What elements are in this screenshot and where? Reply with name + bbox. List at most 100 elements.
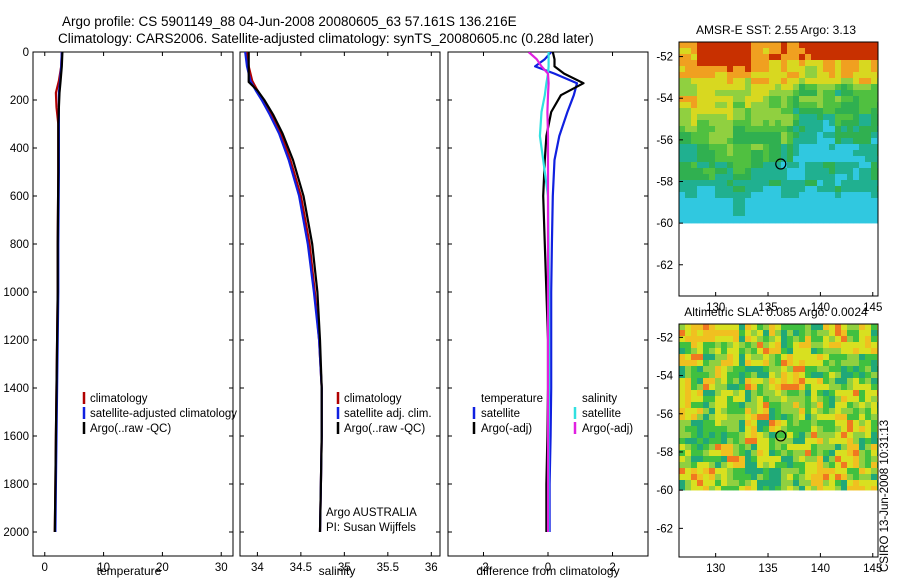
- map-cell: [811, 372, 818, 379]
- map-cell: [835, 378, 842, 385]
- map-cell: [727, 96, 734, 103]
- map-cell: [733, 402, 740, 409]
- map-cell: [769, 444, 776, 451]
- map-cell: [751, 360, 758, 367]
- map-cell: [829, 372, 836, 379]
- map-cell: [793, 78, 800, 85]
- map-cell: [703, 186, 710, 193]
- map-cell: [775, 42, 782, 49]
- map-cell: [847, 48, 854, 55]
- map-cell: [787, 438, 794, 445]
- map-cell: [775, 150, 782, 157]
- map-cell: [781, 474, 788, 481]
- map-cell: [835, 198, 842, 205]
- map-cell: [679, 324, 686, 331]
- map-cell: [847, 444, 854, 451]
- map-cell: [829, 420, 836, 427]
- map-cell: [847, 396, 854, 403]
- map-cell: [691, 378, 698, 385]
- map-cell: [865, 378, 872, 385]
- map-cell: [733, 444, 740, 451]
- map-cell: [691, 90, 698, 97]
- map-cell: [715, 54, 722, 61]
- map-cell: [751, 486, 758, 491]
- map-cell: [835, 360, 842, 367]
- map-cell: [685, 426, 692, 433]
- map-cell: [811, 156, 818, 163]
- map-cell: [853, 450, 860, 457]
- map-cell: [799, 336, 806, 343]
- map-cell: [841, 222, 848, 224]
- map-cell: [739, 78, 746, 85]
- map-cell: [757, 486, 764, 491]
- map-cell: [799, 468, 806, 475]
- map-cell: [805, 150, 812, 157]
- map-cell: [769, 90, 776, 97]
- map-cell: [691, 402, 698, 409]
- map-cell: [841, 192, 848, 199]
- map-cell: [829, 468, 836, 475]
- map-cell: [829, 480, 836, 487]
- map-cell: [769, 96, 776, 103]
- map-cell: [817, 474, 824, 481]
- map-cell: [751, 186, 758, 193]
- map-cell: [763, 114, 770, 121]
- map-cell: [859, 48, 866, 55]
- map-cell: [871, 216, 878, 223]
- map-cell: [865, 120, 872, 127]
- map-cell: [745, 438, 752, 445]
- map-cell: [847, 390, 854, 397]
- map-cell: [685, 42, 692, 49]
- map-cell: [781, 204, 788, 211]
- map-cell: [745, 384, 752, 391]
- map-cell: [823, 426, 830, 433]
- map-cell: [859, 372, 866, 379]
- map-cell: [733, 204, 740, 211]
- map-cell: [871, 66, 878, 73]
- map-cell: [697, 372, 704, 379]
- map-cell: [697, 480, 704, 487]
- map-cell: [775, 330, 782, 337]
- map-cell: [853, 126, 860, 133]
- map-cell: [859, 126, 866, 133]
- map-cell: [703, 378, 710, 385]
- map-cell: [817, 42, 824, 49]
- map-cell: [733, 192, 740, 199]
- map-cell: [787, 204, 794, 211]
- map-cell: [679, 114, 686, 121]
- map-cell: [781, 162, 788, 169]
- map-cell: [757, 156, 764, 163]
- map-cell: [865, 438, 872, 445]
- map-cell: [853, 372, 860, 379]
- map-cell: [697, 462, 704, 469]
- map-cell: [769, 150, 776, 157]
- map-cell: [841, 150, 848, 157]
- map-cell: [817, 360, 824, 367]
- map-cell: [787, 432, 794, 439]
- map-cell: [787, 462, 794, 469]
- map-cell: [871, 402, 878, 409]
- map-cell: [709, 198, 716, 205]
- map-cell: [853, 114, 860, 121]
- map-cell: [799, 84, 806, 91]
- map-cell: [787, 84, 794, 91]
- map-cell: [763, 162, 770, 169]
- map-cell: [847, 462, 854, 469]
- map-cell: [841, 342, 848, 349]
- map-cell: [751, 444, 758, 451]
- map-cell: [733, 156, 740, 163]
- map-cell: [871, 144, 878, 151]
- map-cell: [865, 390, 872, 397]
- map-cell: [841, 84, 848, 91]
- map-cell: [751, 126, 758, 133]
- map-cell: [703, 432, 710, 439]
- map-cell: [799, 156, 806, 163]
- map-cell: [745, 450, 752, 457]
- map-cell: [763, 186, 770, 193]
- map-cell: [811, 150, 818, 157]
- map-cell: [757, 90, 764, 97]
- map-cell: [805, 132, 812, 139]
- map-cell: [835, 408, 842, 415]
- map-cell: [763, 360, 770, 367]
- map-cell: [799, 324, 806, 331]
